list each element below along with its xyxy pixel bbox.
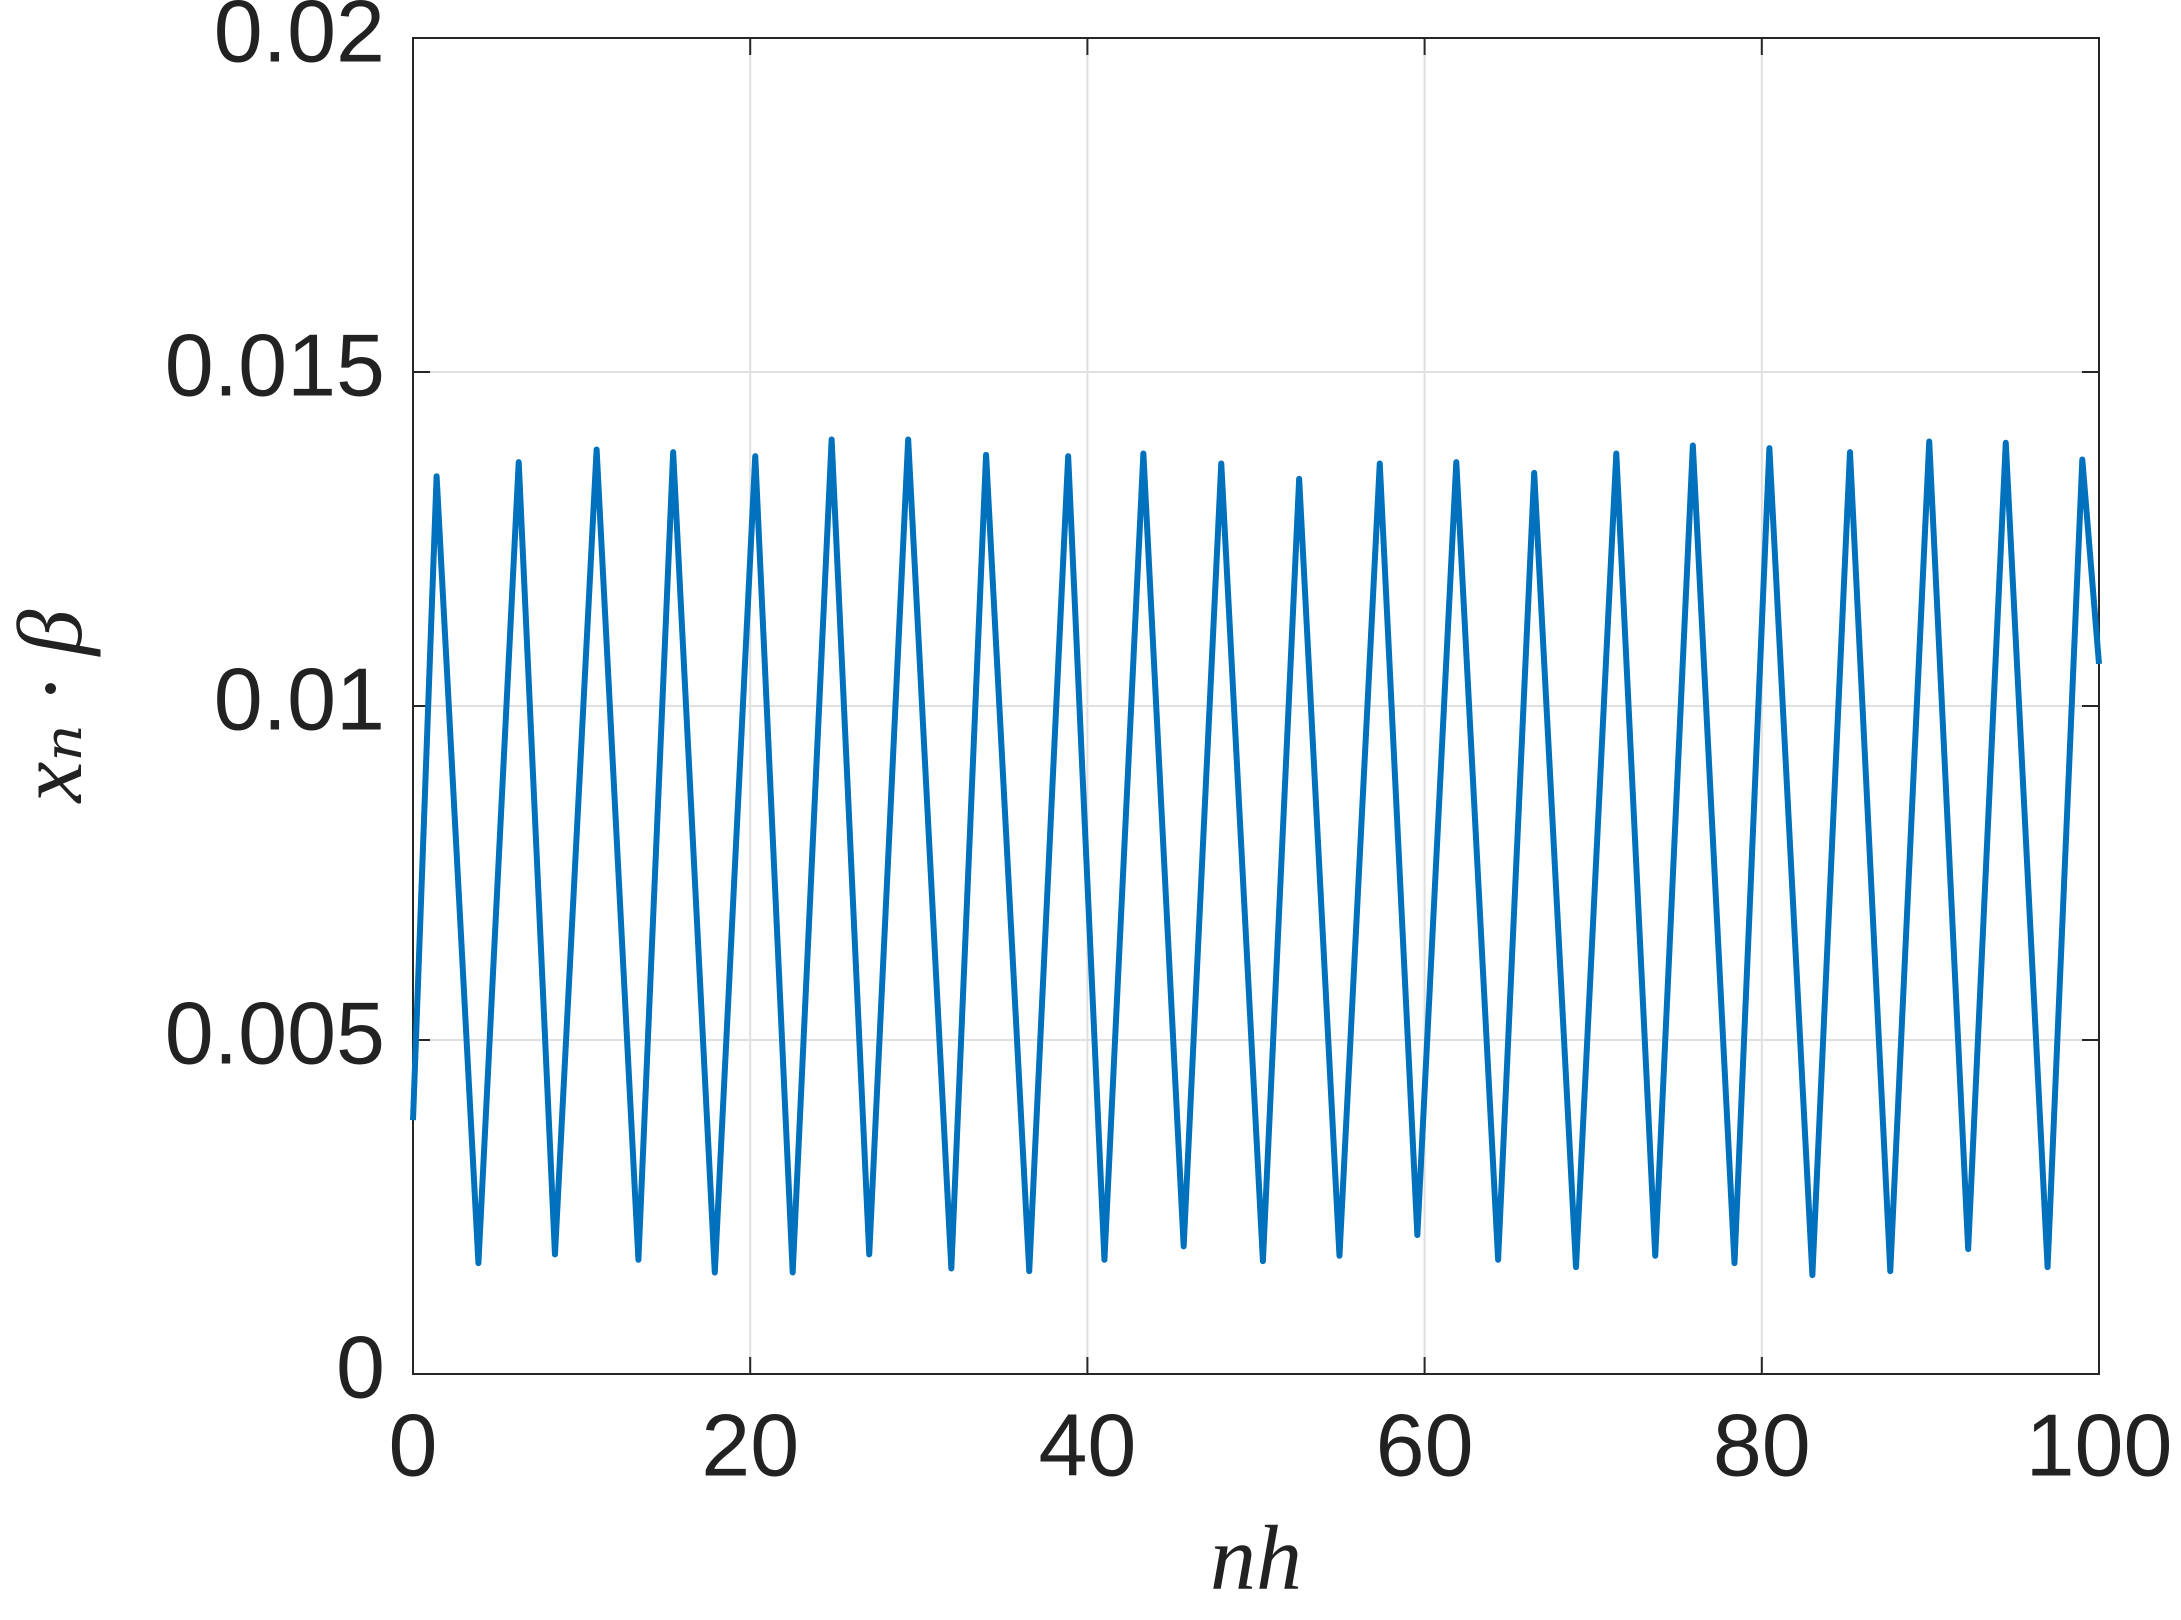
data-line [410, 436, 2102, 1279]
y-tick-label: 0.01 [214, 649, 385, 748]
y-tick-label: 0.015 [165, 315, 385, 414]
x-axis-label: nh [1210, 1507, 1302, 1609]
x-tick-label: 60 [1376, 1395, 1474, 1494]
x-tick-label: 100 [2026, 1395, 2173, 1494]
x-tick-label: 80 [1713, 1395, 1811, 1494]
y-tick-label: 0.005 [165, 983, 385, 1082]
x-tick-label: 0 [389, 1395, 438, 1494]
y-tick-label: 0.02 [214, 0, 385, 80]
x-tick-label: 40 [1038, 1395, 1136, 1494]
y-axis-label: xₙ · β [0, 609, 101, 804]
plot-frame [412, 37, 2100, 1375]
x-tick-label: 20 [701, 1395, 799, 1494]
y-tick-label: 0 [336, 1317, 385, 1416]
